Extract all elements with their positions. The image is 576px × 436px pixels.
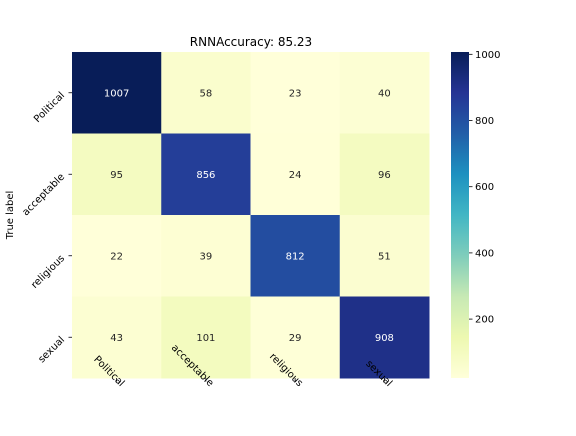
colorbar: 200 400 600 800 1000 — [451, 50, 500, 378]
heatmap-cell — [250, 296, 341, 379]
y-tick-label: sexual — [36, 335, 67, 366]
colorbar-gradient — [451, 52, 469, 378]
heatmap-cell — [72, 215, 162, 297]
colorbar-tick-label: 1000 — [475, 50, 500, 61]
cell-value-label: 29 — [289, 333, 302, 344]
cell-value-label: 856 — [196, 170, 215, 181]
heatmap-cell — [161, 215, 251, 297]
heatmap-cell — [72, 133, 162, 216]
cell-value-label: 95 — [110, 170, 123, 181]
heatmap-cell — [339, 215, 430, 297]
heatmap-cell — [161, 133, 251, 216]
heatmap-cell — [339, 296, 430, 379]
heatmap-cell — [161, 296, 251, 379]
heatmap-cells — [72, 52, 430, 379]
colorbar-tick-label: 200 — [475, 315, 494, 326]
heatmap-cell — [339, 52, 430, 134]
heatmap-cell — [250, 215, 341, 297]
cell-value-label: 1007 — [104, 88, 129, 99]
heatmap-cell — [250, 52, 341, 134]
cell-value-label: 22 — [110, 251, 123, 262]
y-tick-label: Political — [32, 90, 67, 125]
colorbar-tick-label: 600 — [475, 182, 494, 193]
cell-value-label: 24 — [289, 170, 302, 181]
heatmap-cell — [72, 52, 162, 134]
cell-value-label: 96 — [378, 170, 391, 181]
cell-value-label: 908 — [375, 333, 394, 344]
colorbar-tick-label: 400 — [475, 248, 494, 259]
cell-value-label: 39 — [200, 251, 213, 262]
cell-value-label: 23 — [289, 88, 302, 99]
cell-value-label: 101 — [196, 333, 215, 344]
heatmap-cell-labels: 1007 58 23 40 95 856 24 96 22 39 812 51 43 101 29 908 — [104, 88, 394, 344]
cell-value-label: 51 — [378, 251, 391, 262]
cell-value-label: 58 — [200, 88, 213, 99]
y-tick-label: religious — [29, 253, 67, 291]
y-axis-ticks: Political acceptable religious sexual — [20, 90, 72, 365]
y-tick-label: acceptable — [20, 172, 67, 219]
heatmap-cell — [161, 52, 251, 134]
chart-title: RNNAccuracy: 85.23 — [190, 35, 312, 49]
heatmap-cell — [339, 133, 430, 216]
cell-value-label: 812 — [286, 251, 305, 262]
cell-value-label: 43 — [110, 333, 123, 344]
y-axis-label: True label — [5, 191, 16, 241]
heatmap-cell — [250, 133, 341, 216]
cell-value-label: 40 — [378, 88, 391, 99]
heatmap-cell — [72, 296, 162, 379]
colorbar-tick-label: 800 — [475, 116, 494, 127]
